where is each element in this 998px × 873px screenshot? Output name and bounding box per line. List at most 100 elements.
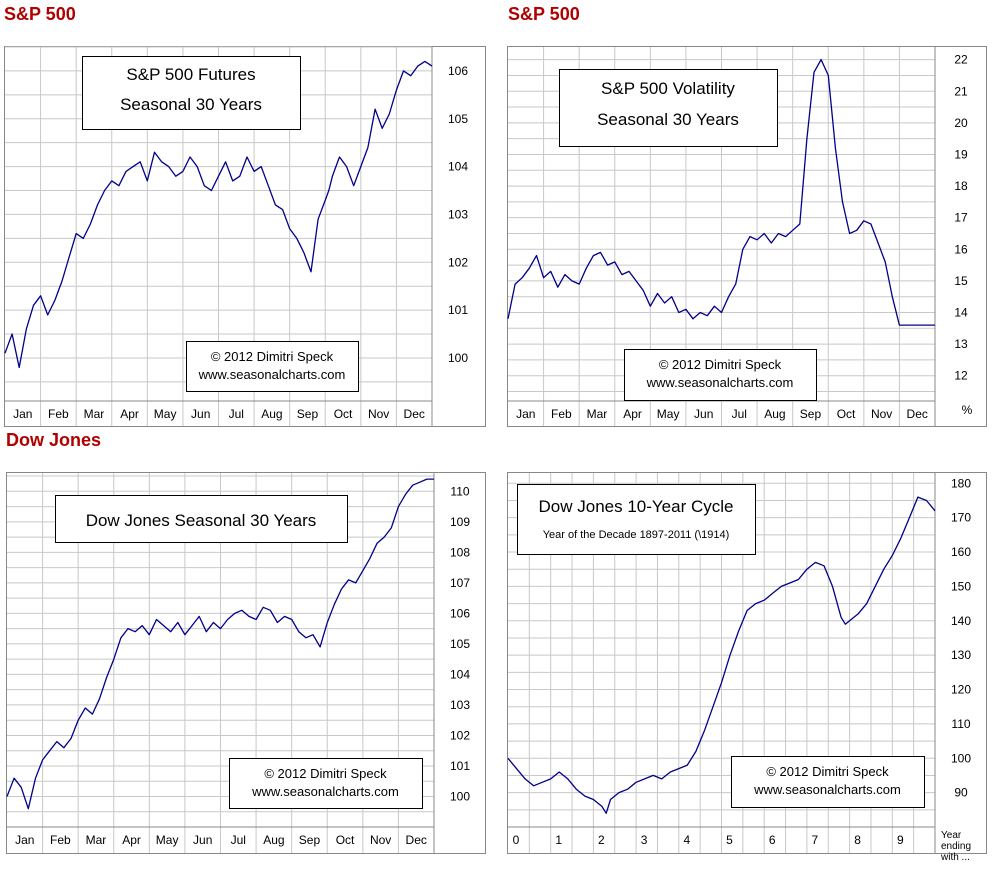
x-tick-label: Aug bbox=[263, 833, 284, 847]
credit-box bbox=[186, 341, 359, 392]
chart-subtitle: Seasonal 30 Years bbox=[120, 95, 262, 114]
y-tick-label: 108 bbox=[450, 545, 470, 559]
y-tick-label: 19 bbox=[954, 147, 968, 161]
x-tick-label: Mar bbox=[86, 833, 107, 847]
y-tick-label: 109 bbox=[450, 515, 470, 529]
section-title-sp500-right: S&P 500 bbox=[508, 4, 580, 24]
y-tick-label: 15 bbox=[954, 274, 968, 288]
x-tick-label: Feb bbox=[50, 833, 71, 847]
y-tick-label: 103 bbox=[450, 698, 470, 712]
credit-text: © 2012 Dimitri Speck bbox=[766, 764, 889, 779]
x-tick-label: Nov bbox=[368, 407, 389, 421]
chart-title: S&P 500 Volatility bbox=[601, 79, 735, 98]
x-tick-label: Jul bbox=[732, 407, 747, 421]
chart-subtitle: Year of the Decade 1897-2011 (\1914) bbox=[543, 529, 730, 541]
x-tick-label: 2 bbox=[598, 833, 605, 847]
x-tick-label: Jun bbox=[694, 407, 713, 421]
y-tick-label: 105 bbox=[448, 112, 468, 126]
y-tick-label: 101 bbox=[450, 759, 470, 773]
x-tick-label: 7 bbox=[812, 833, 819, 847]
y-tick-label: 106 bbox=[448, 64, 468, 78]
y-tick-label: 106 bbox=[450, 606, 470, 620]
y-tick-label: 130 bbox=[951, 648, 971, 662]
x-tick-label: Dec bbox=[406, 833, 427, 847]
series-line bbox=[507, 58, 935, 326]
credit-text: www.seasonalcharts.com bbox=[646, 375, 794, 390]
x-tick-label: Feb bbox=[551, 407, 572, 421]
x-tick-label: Oct bbox=[334, 407, 353, 421]
chart-title: S&P 500 Futures bbox=[126, 65, 255, 84]
x-tick-label: Oct bbox=[837, 407, 856, 421]
x-tick-label: Apr bbox=[120, 407, 139, 421]
x-tick-label: May bbox=[154, 407, 177, 421]
credit-text: www.seasonalcharts.com bbox=[753, 782, 901, 797]
x-axis-note: ending bbox=[941, 841, 971, 852]
y-tick-label: 110 bbox=[450, 484, 469, 498]
x-tick-label: Aug bbox=[764, 407, 785, 421]
chart-dow-jones-10-year-cycle: 0 1 2 3 4 5 6 7 8 9 90 100 110 120 130 140 150 160 170 180 Y… bbox=[507, 472, 987, 863]
series-line bbox=[507, 496, 936, 814]
x-tick-label: 0 bbox=[513, 833, 520, 847]
x-tick-label: Nov bbox=[871, 407, 892, 421]
x-tick-label: Mar bbox=[587, 407, 608, 421]
x-axis-note: with ... bbox=[940, 852, 970, 863]
credit-text: © 2012 Dimitri Speck bbox=[264, 766, 387, 781]
section-title-sp500-left: S&P 500 bbox=[4, 4, 76, 24]
y-tick-label: 104 bbox=[448, 160, 468, 174]
x-tick-label: 4 bbox=[683, 833, 690, 847]
y-tick-label: 14 bbox=[954, 306, 968, 320]
credit-text: www.seasonalcharts.com bbox=[251, 784, 399, 799]
y-tick-label: 103 bbox=[448, 207, 468, 221]
x-tick-label: Jan bbox=[15, 833, 34, 847]
y-tick-label: 21 bbox=[954, 84, 968, 98]
y-tick-label: 105 bbox=[450, 637, 470, 651]
y-tick-label: 110 bbox=[951, 717, 970, 731]
x-tick-label: Dec bbox=[404, 407, 425, 421]
y-tick-label: 101 bbox=[448, 303, 468, 317]
x-tick-label: Oct bbox=[336, 833, 355, 847]
y-tick-label: 22 bbox=[954, 53, 968, 67]
x-tick-label: Apr bbox=[122, 833, 141, 847]
chart-subtitle: Seasonal 30 Years bbox=[597, 110, 739, 129]
y-tick-label: 13 bbox=[954, 337, 968, 351]
credit-text: www.seasonalcharts.com bbox=[198, 367, 346, 382]
title-box bbox=[82, 56, 301, 130]
x-tick-label: Jun bbox=[193, 833, 212, 847]
x-tick-label: 1 bbox=[555, 833, 562, 847]
y-tick-label: 20 bbox=[954, 116, 968, 130]
series-line bbox=[6, 478, 434, 810]
x-tick-label: Jan bbox=[516, 407, 535, 421]
chart-title: Dow Jones Seasonal 30 Years bbox=[86, 511, 317, 530]
y-tick-label: 100 bbox=[951, 751, 971, 765]
y-tick-label: 150 bbox=[951, 579, 971, 593]
title-box bbox=[559, 69, 778, 147]
x-tick-label: 9 bbox=[897, 833, 904, 847]
chart-sp500-futures-seasonal: Jan Feb Mar Apr May Jun Jul Aug Sep Oct Nov Dec 100 1… bbox=[4, 46, 486, 427]
x-tick-label: Feb bbox=[48, 407, 69, 421]
x-tick-label: 6 bbox=[769, 833, 776, 847]
credit-text: © 2012 Dimitri Speck bbox=[659, 357, 782, 372]
x-tick-label: Sep bbox=[299, 833, 321, 847]
x-tick-label: May bbox=[156, 833, 179, 847]
x-tick-label: Sep bbox=[800, 407, 822, 421]
section-title-dow-jones: Dow Jones bbox=[6, 430, 102, 450]
credit-box bbox=[731, 756, 925, 808]
credit-box bbox=[229, 758, 423, 809]
y-tick-label: 107 bbox=[450, 576, 470, 590]
x-tick-label: Dec bbox=[907, 407, 928, 421]
y-tick-label: 17 bbox=[954, 211, 968, 225]
series-line bbox=[4, 60, 433, 369]
y-tick-label: 100 bbox=[450, 789, 470, 803]
title-box bbox=[55, 495, 348, 543]
y-tick-label: 104 bbox=[450, 667, 470, 681]
x-tick-label: Jan bbox=[13, 407, 32, 421]
y-tick-label: 102 bbox=[448, 255, 468, 269]
credit-text: © 2012 Dimitri Speck bbox=[211, 349, 334, 364]
x-tick-label: 3 bbox=[641, 833, 648, 847]
y-tick-label: 180 bbox=[951, 476, 971, 490]
y-unit-label: % bbox=[962, 403, 973, 417]
x-tick-label: Jul bbox=[231, 833, 246, 847]
y-tick-label: 170 bbox=[951, 511, 971, 525]
chart-dow-jones-seasonal: Jan Feb Mar Apr May Jun Jul Aug Sep Oct Nov Dec 100 1… bbox=[6, 472, 486, 854]
chart-sp500-volatility-seasonal: Jan Feb Mar Apr May Jun Jul Aug Sep Oct Nov Dec 12 13… bbox=[507, 46, 987, 427]
